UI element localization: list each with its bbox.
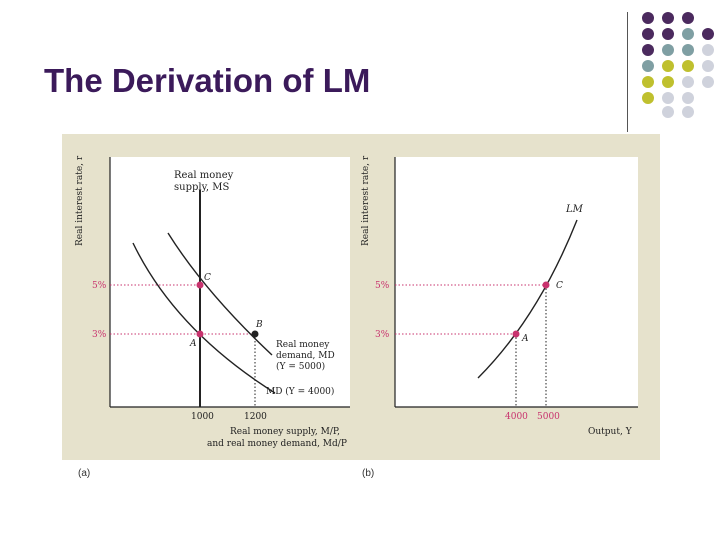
ms-label-line-1: Real money: [174, 170, 234, 181]
panel-a-rate-5-label: 5%: [92, 281, 107, 291]
tick-1000: 1000: [191, 412, 214, 422]
panel-a-plot-area: [110, 157, 350, 407]
dot: [702, 28, 714, 40]
panel-b-plot-area: [395, 157, 638, 407]
dot: [682, 106, 694, 118]
panel-b-point-c-label: C: [556, 281, 563, 291]
tick-1200: 1200: [244, 412, 267, 422]
dot: [682, 76, 694, 88]
point-c-marker: [196, 281, 204, 289]
point-a-marker: [196, 330, 204, 338]
dot: [662, 106, 674, 118]
panel-b-sublabel: (b): [362, 468, 375, 479]
point-c-label: C: [204, 273, 211, 283]
dot: [682, 44, 694, 56]
lm-curve: [477, 219, 578, 379]
tick-4000: 4000: [505, 412, 528, 422]
decorative-dot-grid: [642, 12, 714, 118]
dot: [662, 92, 674, 104]
panel-b-x-axis-label: Output, Y: [588, 427, 633, 437]
dot-row-7: [662, 106, 694, 118]
dot: [662, 28, 674, 40]
dot: [662, 12, 674, 24]
dot: [642, 60, 654, 72]
slide-title: The Derivation of LM: [44, 62, 371, 99]
dot: [702, 60, 714, 72]
dot: [642, 28, 654, 40]
money-demand-curve-5000: [167, 232, 273, 356]
point-b-marker: [251, 330, 259, 338]
dot: [662, 44, 674, 56]
dot-row-3: [642, 44, 714, 56]
dot: [702, 44, 714, 56]
md-4000-label: MD (Y = 4000): [266, 386, 334, 397]
dot: [642, 76, 654, 88]
panel-b-rate-5-label: 5%: [375, 281, 390, 291]
lm-label: LM: [565, 204, 584, 215]
panel-a-x-axis-label-line-2: and real money demand, Md/P: [207, 439, 347, 449]
md-label-line-3: (Y = 5000): [276, 361, 325, 372]
point-b-label: B: [255, 320, 263, 330]
md-label-line-2: demand, MD: [276, 351, 335, 361]
tick-5000: 5000: [537, 412, 560, 422]
dot-row-4: [642, 60, 714, 72]
dot: [682, 28, 694, 40]
decorative-vertical-line: [627, 12, 628, 132]
point-a-label: A: [189, 339, 197, 349]
dot: [682, 92, 694, 104]
dot: [642, 92, 654, 104]
panel-a-y-axis-label: Real interest rate, r: [75, 155, 85, 246]
dot: [662, 60, 674, 72]
panel-a-sublabel: (a): [78, 468, 91, 479]
dot-row-2: [642, 28, 714, 40]
dot: [682, 60, 694, 72]
dot-row-1: [642, 12, 694, 24]
ms-label-line-2: supply, MS: [174, 182, 229, 193]
dot: [702, 76, 714, 88]
dot-row-5: [642, 76, 714, 88]
dot: [662, 76, 674, 88]
panel-b-point-a-marker: [512, 330, 520, 338]
dot: [682, 12, 694, 24]
panel-b-point-c-marker: [542, 281, 550, 289]
panel-b-point-a-label: A: [521, 334, 529, 344]
panel-a-x-axis-label-line-1: Real money supply, M/P,: [230, 427, 340, 437]
dot-row-6: [642, 92, 694, 104]
panel-b-rate-3-label: 3%: [375, 330, 390, 340]
money-demand-curve-4000: [132, 242, 276, 394]
md-label-line-1: Real money: [276, 340, 330, 350]
dot: [642, 44, 654, 56]
dot: [642, 12, 654, 24]
panel-a-rate-3-label: 3%: [92, 330, 107, 340]
panel-b-y-axis-label: Real interest rate, r: [361, 155, 371, 246]
